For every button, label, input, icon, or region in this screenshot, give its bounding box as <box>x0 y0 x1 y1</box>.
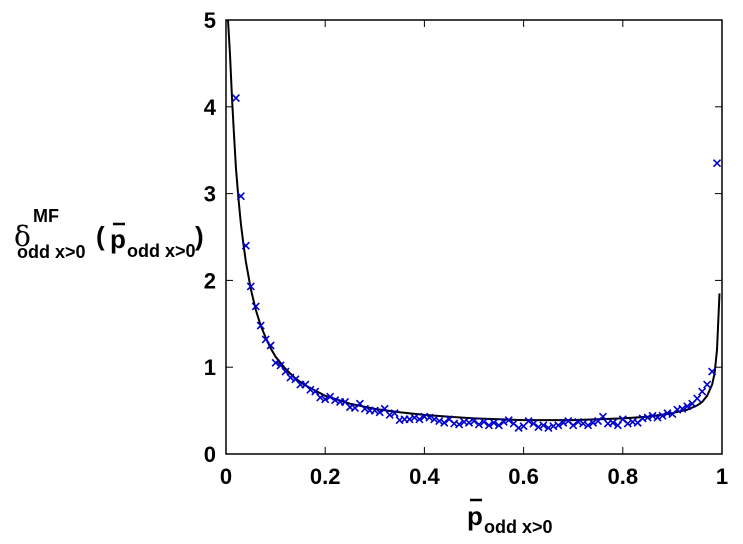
data-point-marker <box>370 406 379 415</box>
data-point-marker <box>455 420 464 429</box>
x-tick-label: 0.2 <box>310 464 341 489</box>
tick-marks <box>225 19 723 455</box>
x-tick-label: 0 <box>220 464 232 489</box>
data-point-marker <box>435 416 444 426</box>
data-point-marker <box>415 415 424 424</box>
y-tick-label: 3 <box>204 182 216 207</box>
data-point-marker <box>266 341 275 350</box>
data-point-marker <box>524 416 533 426</box>
data-markers-layer <box>231 94 722 433</box>
data-point-marker <box>658 411 667 420</box>
data-point-marker <box>469 416 479 426</box>
y-label-arg-main: p <box>110 224 126 254</box>
data-point-marker <box>326 392 335 401</box>
x-tick-label: 0.6 <box>508 464 539 489</box>
y-tick-label: 4 <box>204 95 217 120</box>
data-point-marker <box>479 417 488 426</box>
x-label-main: p <box>467 501 483 531</box>
data-point-marker <box>331 396 340 405</box>
data-point-marker <box>375 408 384 417</box>
x-label-subscript: odd x>0 <box>484 517 553 537</box>
data-point-marker <box>405 415 414 424</box>
x-tick-label: 1 <box>716 464 728 489</box>
data-point-marker <box>231 94 240 103</box>
data-point-marker <box>271 358 280 367</box>
data-point-marker <box>504 416 513 425</box>
data-point-marker <box>499 417 508 426</box>
y-tick-labels: 0 1 2 3 4 5 <box>204 8 217 467</box>
data-point-marker <box>256 321 265 330</box>
data-point-marker <box>474 420 484 429</box>
data-point-marker <box>529 419 538 428</box>
data-point-marker <box>241 241 250 250</box>
data-point-marker <box>693 394 702 403</box>
data-point-marker <box>385 410 394 420</box>
data-point-marker <box>425 413 434 422</box>
data-point-marker <box>608 418 617 427</box>
data-point-marker <box>440 418 449 427</box>
x-tick-label: 0.8 <box>608 464 639 489</box>
data-point-marker <box>653 413 662 422</box>
data-point-marker <box>236 192 245 201</box>
data-point-marker <box>316 393 325 402</box>
data-point-marker <box>544 423 553 433</box>
data-point-marker <box>712 159 722 168</box>
y-tick-label: 2 <box>204 268 216 293</box>
y-label-paren-close: ) <box>195 221 204 251</box>
data-point-marker <box>489 418 498 427</box>
data-point-marker <box>306 385 315 394</box>
data-point-marker <box>251 302 260 311</box>
data-point-marker <box>678 404 687 413</box>
data-point-marker <box>574 417 583 426</box>
data-point-marker <box>286 373 295 382</box>
data-point-marker <box>464 418 474 427</box>
y-axis-label: δ MF odd x>0 ( p odd x>0 ) <box>14 206 204 262</box>
x-tick-label: 0.4 <box>409 464 440 489</box>
data-point-marker <box>584 421 593 430</box>
y-label-symbol: δ <box>14 220 31 253</box>
plot-frame <box>225 19 723 455</box>
data-point-marker <box>321 395 330 404</box>
y-label-arg-subscript: odd x>0 <box>127 241 196 261</box>
data-point-marker <box>703 380 712 389</box>
data-point-marker <box>559 418 568 427</box>
data-point-marker <box>588 418 598 427</box>
data-point-marker <box>484 421 493 430</box>
data-point-marker <box>623 419 632 428</box>
data-point-marker <box>390 409 399 418</box>
x-tick-labels: 0 0.2 0.4 0.6 0.8 1 <box>220 464 728 489</box>
x-axis-label: p odd x>0 <box>467 498 553 537</box>
y-label-paren-open: ( <box>96 221 105 251</box>
data-point-marker <box>598 412 608 421</box>
data-point-marker <box>494 421 503 430</box>
data-point-marker <box>708 367 717 376</box>
data-point-marker <box>539 421 548 430</box>
data-point-marker <box>698 387 707 396</box>
data-point-marker <box>410 413 419 422</box>
data-point-marker <box>683 402 692 411</box>
y-tick-label: 0 <box>204 442 216 467</box>
data-point-marker <box>643 413 652 422</box>
data-point-marker <box>569 421 578 430</box>
plot-background <box>226 20 722 454</box>
data-point-marker <box>360 404 369 413</box>
y-label-subscript: odd x>0 <box>17 242 86 262</box>
data-point-marker <box>534 423 543 432</box>
data-point-marker <box>246 282 255 291</box>
y-tick-label: 1 <box>204 355 216 380</box>
data-point-marker <box>430 415 439 424</box>
y-tick-label: 5 <box>204 8 216 33</box>
data-point-marker <box>514 423 523 433</box>
data-point-marker <box>648 411 657 420</box>
data-point-marker <box>579 419 588 428</box>
y-label-superscript: MF <box>33 206 59 226</box>
data-point-marker <box>554 421 563 430</box>
